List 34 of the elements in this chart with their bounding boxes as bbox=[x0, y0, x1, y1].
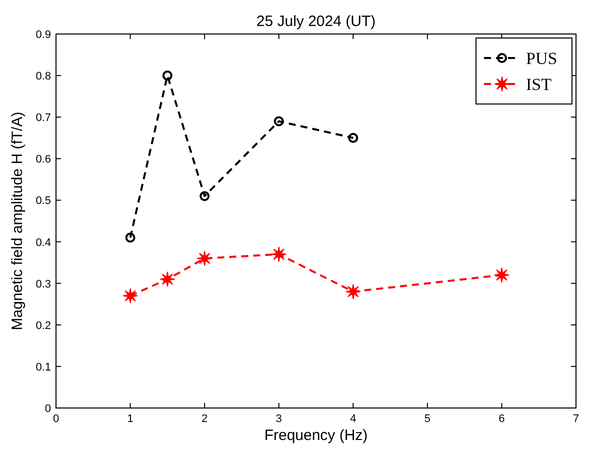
legend-label: IST bbox=[526, 75, 552, 94]
point bbox=[346, 284, 361, 300]
point bbox=[162, 70, 172, 81]
chart-title: 25 July 2024 (UT) bbox=[256, 13, 376, 30]
y-tick-label: 0.4 bbox=[36, 236, 51, 249]
y-tick-label: 0.7 bbox=[36, 112, 51, 124]
x-tick-label: 1 bbox=[127, 413, 134, 425]
point bbox=[197, 250, 212, 266]
y-tick-label: 0.8 bbox=[36, 70, 51, 83]
x-tick-label: 6 bbox=[498, 413, 505, 425]
point bbox=[122, 288, 138, 304]
y-tick-label: 0.5 bbox=[36, 195, 51, 208]
point bbox=[494, 268, 510, 283]
legend-label: PUS bbox=[526, 49, 558, 68]
point bbox=[160, 272, 175, 287]
y-tick-label: 0.9 bbox=[36, 29, 51, 41]
point bbox=[200, 191, 210, 202]
y-axis-title: Magnetic field amplitude H (fT/A) bbox=[9, 112, 26, 330]
y-tick-label: 0.3 bbox=[36, 278, 51, 290]
y-tick-label: 0.1 bbox=[36, 361, 51, 374]
x-tick-label: 3 bbox=[276, 413, 282, 425]
x-tick-label: 5 bbox=[424, 413, 430, 425]
x-tick-label: 2 bbox=[202, 413, 208, 425]
x-axis-title: Frequency (Hz) bbox=[264, 427, 368, 444]
x-tick-label: 0 bbox=[52, 413, 60, 425]
x-tick-label: 7 bbox=[572, 413, 580, 425]
point bbox=[274, 116, 284, 126]
y-tick-label: 0.6 bbox=[36, 154, 51, 166]
point bbox=[271, 246, 286, 262]
y-tick-label: 0.2 bbox=[36, 320, 51, 332]
x-tick-label: 4 bbox=[350, 413, 356, 425]
y-tick-label: 0 bbox=[44, 403, 51, 415]
point bbox=[348, 132, 358, 143]
point bbox=[125, 232, 136, 243]
